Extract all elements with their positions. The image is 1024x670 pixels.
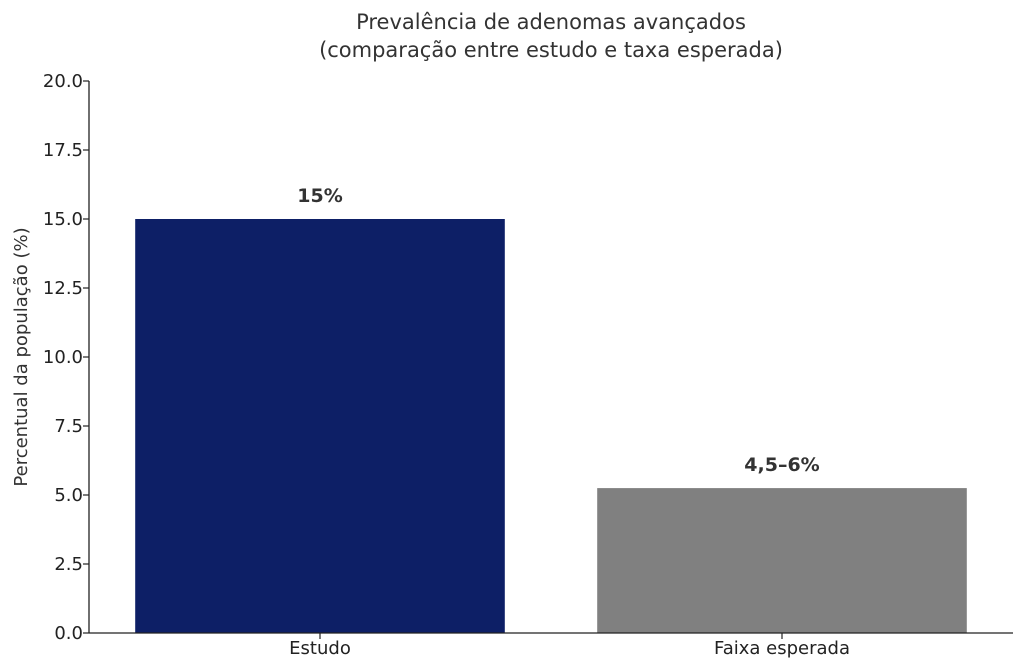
- bar-value-label: 15%: [297, 185, 342, 207]
- y-tick-label: 12.5: [43, 278, 83, 299]
- y-tick-label: 10.0: [43, 347, 83, 368]
- y-tick-label: 20.0: [43, 71, 83, 92]
- y-tick-label: 17.5: [43, 140, 83, 161]
- y-tick-label: 0.0: [54, 623, 83, 644]
- x-tick-label: Faixa esperada: [714, 638, 850, 659]
- y-axis-label: Percentual da população (%): [11, 227, 32, 486]
- y-tick-label: 15.0: [43, 209, 83, 230]
- bars-layer: 15% 4,5–6%: [135, 185, 967, 633]
- y-tick-label: 5.0: [54, 485, 83, 506]
- chart-subtitle: (comparação entre estudo e taxa esperada…: [319, 38, 783, 62]
- y-tick-label: 2.5: [54, 554, 83, 575]
- bar-faixa-esperada: [597, 488, 967, 633]
- x-tick-label: Estudo: [289, 638, 351, 659]
- chart-title: Prevalência de adenomas avançados: [356, 10, 746, 34]
- bar-value-label: 4,5–6%: [744, 454, 819, 476]
- y-tick-label: 7.5: [54, 416, 83, 437]
- ticks-layer: 0.0 2.5 5.0 7.5 10.0 12.5 15.0 17.5 20.0 Estudo Fa…: [43, 71, 850, 659]
- bar-estudo: [135, 219, 505, 633]
